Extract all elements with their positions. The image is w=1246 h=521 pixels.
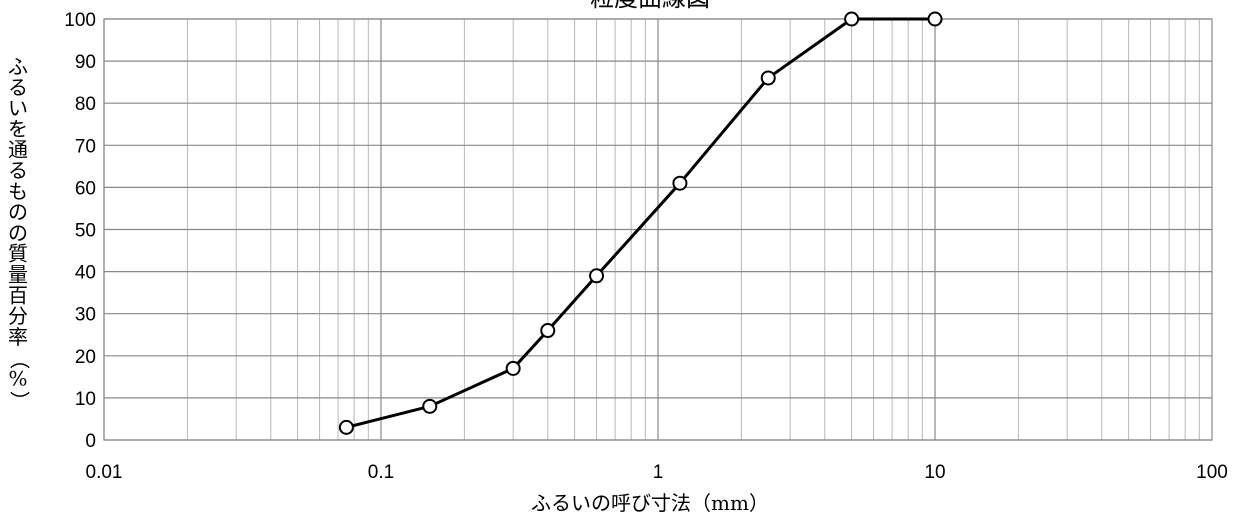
x-axis-label: ふるいの呼び寸法（mm） bbox=[531, 491, 769, 515]
y-axis-label-char: 分 bbox=[8, 304, 28, 328]
y-axis-label-char: 質 bbox=[8, 242, 28, 266]
y-axis-label-char: 率 bbox=[8, 325, 28, 349]
series-line bbox=[346, 17, 935, 429]
y-tick-label: 20 bbox=[75, 347, 96, 368]
data-point-marker bbox=[760, 70, 776, 86]
y-axis-label-char: の bbox=[8, 200, 28, 224]
y-tick-label: 10 bbox=[75, 389, 96, 410]
y-axis-label-char: も bbox=[8, 179, 28, 203]
y-axis-label-char: る bbox=[8, 159, 28, 183]
data-point-marker bbox=[927, 11, 943, 27]
y-axis-label-char: （ bbox=[8, 349, 32, 369]
y-axis-label-char: ふ bbox=[8, 55, 28, 79]
y-tick-label: 60 bbox=[75, 178, 96, 199]
data-point-marker bbox=[338, 419, 354, 435]
x-tick-label: 10 bbox=[924, 462, 945, 483]
y-tick-label: 0 bbox=[85, 431, 96, 452]
y-axis-label-char: の bbox=[8, 221, 28, 245]
data-point-marker bbox=[540, 323, 556, 339]
data-point-marker bbox=[422, 398, 438, 414]
y-tick-label: 30 bbox=[75, 305, 96, 326]
data-series bbox=[338, 11, 943, 435]
y-axis-tick-labels: 0 10 20 30 40 50 60 70 80 90 100 bbox=[64, 10, 96, 452]
x-tick-label: 0.1 bbox=[368, 462, 394, 483]
y-tick-label: 70 bbox=[75, 136, 96, 157]
data-point-marker bbox=[672, 175, 688, 191]
y-tick-label: 40 bbox=[75, 263, 96, 284]
y-axis-label-char: を bbox=[8, 117, 28, 141]
grid-lines bbox=[103, 18, 1212, 441]
y-axis-label-char: い bbox=[8, 96, 28, 120]
chart-title: 粒度曲線図 bbox=[590, 0, 710, 12]
y-axis-label-char: る bbox=[8, 75, 28, 99]
data-point-marker bbox=[844, 11, 860, 27]
y-tick-label: 90 bbox=[75, 52, 96, 73]
x-tick-label: 0.01 bbox=[86, 462, 123, 483]
y-tick-label: 100 bbox=[64, 10, 96, 31]
x-tick-label: 100 bbox=[1196, 462, 1228, 483]
x-axis-tick-labels: 0.01 0.1 1 10 100 bbox=[86, 462, 1228, 483]
y-axis-label-char: % bbox=[8, 367, 27, 391]
y-axis-label-char: 百 bbox=[8, 283, 28, 307]
x-tick-label: 1 bbox=[653, 462, 664, 483]
plot-area-frame bbox=[103, 18, 1213, 441]
y-axis-label-char: ） bbox=[8, 391, 32, 411]
y-axis-label-char: 通 bbox=[8, 138, 28, 162]
data-point-marker bbox=[589, 268, 605, 284]
y-tick-label: 50 bbox=[75, 221, 96, 242]
data-point-marker bbox=[505, 360, 521, 376]
y-tick-label: 80 bbox=[75, 94, 96, 115]
y-axis-label-char: 量 bbox=[8, 263, 28, 287]
